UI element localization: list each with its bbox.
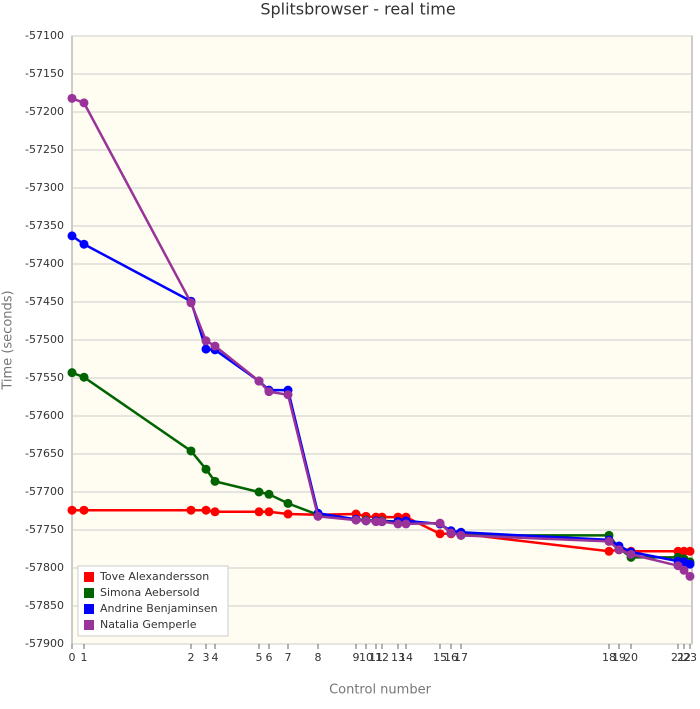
legend-swatch: [84, 620, 94, 630]
x-tick-label: 10: [359, 651, 373, 664]
x-tick-label: 6: [266, 651, 273, 664]
data-point: [201, 505, 211, 515]
data-point: [626, 549, 636, 559]
y-tick-label: -57250: [25, 143, 64, 156]
x-tick-label: 8: [315, 651, 322, 664]
legend-swatch: [84, 572, 94, 582]
data-point: [67, 505, 77, 515]
data-point: [186, 298, 196, 308]
legend-label: Andrine Benjaminsen: [100, 602, 218, 615]
legend-label: Simona Aebersold: [100, 586, 200, 599]
x-tick-label: 5: [256, 651, 263, 664]
x-tick-label: 7: [285, 651, 292, 664]
data-point: [67, 93, 77, 103]
data-point: [201, 464, 211, 474]
data-point: [67, 231, 77, 241]
data-point: [283, 498, 293, 508]
data-point: [79, 239, 89, 249]
legend-swatch: [84, 604, 94, 614]
y-tick-label: -57550: [25, 371, 64, 384]
data-point: [264, 387, 274, 397]
data-point: [201, 336, 211, 346]
x-tick-label: 14: [399, 651, 413, 664]
data-point: [604, 546, 614, 556]
y-tick-label: -57450: [25, 295, 64, 308]
data-point: [685, 546, 695, 556]
x-tick-label: 21: [671, 651, 685, 664]
y-tick-label: -57650: [25, 447, 64, 460]
y-tick-label: -57800: [25, 561, 64, 574]
data-point: [264, 489, 274, 499]
data-point: [614, 545, 624, 555]
x-tick-label: 0: [69, 651, 76, 664]
x-tick-label: 2: [188, 651, 195, 664]
data-point: [351, 515, 361, 525]
data-point: [210, 341, 220, 351]
data-point: [79, 372, 89, 382]
data-point: [361, 516, 371, 526]
data-point: [254, 487, 264, 497]
data-point: [79, 98, 89, 108]
data-point: [446, 528, 456, 538]
data-point: [604, 536, 614, 546]
x-tick-label: 13: [391, 651, 405, 664]
data-point: [254, 507, 264, 517]
x-tick-label: 23: [683, 651, 697, 664]
data-point: [679, 565, 689, 575]
data-point: [210, 476, 220, 486]
data-point: [377, 517, 387, 527]
data-point: [283, 390, 293, 400]
x-tick-label: 18: [602, 651, 616, 664]
x-tick-label: 11: [369, 651, 383, 664]
y-tick-label: -57150: [25, 67, 64, 80]
y-tick-label: -57300: [25, 181, 64, 194]
y-tick-label: -57700: [25, 485, 64, 498]
y-axis-label: Time (seconds): [1, 290, 16, 390]
y-tick-label: -57900: [25, 637, 64, 650]
x-tick-label: 19: [612, 651, 626, 664]
data-point: [186, 505, 196, 515]
y-tick-label: -57200: [25, 105, 64, 118]
x-tick-label: 16: [444, 651, 458, 664]
x-tick-label: 9: [353, 651, 360, 664]
y-tick-label: -57400: [25, 257, 64, 270]
data-point: [283, 509, 293, 519]
legend-swatch: [84, 588, 94, 598]
y-tick-label: -57600: [25, 409, 64, 422]
y-tick-label: -57500: [25, 333, 64, 346]
data-point: [685, 559, 695, 569]
legend-label: Natalia Gemperle: [100, 618, 197, 631]
data-point: [201, 344, 211, 354]
data-point: [685, 571, 695, 581]
data-point: [435, 529, 445, 539]
y-tick-label: -57750: [25, 523, 64, 536]
x-tick-label: 3: [203, 651, 210, 664]
x-tick-label: 1: [81, 651, 88, 664]
x-tick-label: 4: [212, 651, 219, 664]
x-tick-label: 15: [433, 651, 447, 664]
data-point: [254, 376, 264, 386]
data-point: [393, 519, 403, 529]
x-tick-label: 20: [624, 651, 638, 664]
data-point: [67, 368, 77, 378]
data-point: [435, 518, 445, 528]
data-point: [186, 446, 196, 456]
data-point: [313, 511, 323, 521]
x-axis-label: Control number: [329, 683, 432, 698]
x-tick-label: 17: [454, 651, 468, 664]
y-tick-label: -57350: [25, 219, 64, 232]
x-tick-label: 12: [375, 651, 389, 664]
y-tick-label: -57850: [25, 599, 64, 612]
legend-box: [77, 565, 229, 637]
data-point: [264, 507, 274, 517]
data-point: [210, 507, 220, 517]
y-tick-label: -57100: [25, 29, 64, 42]
x-tick-label: 22: [677, 651, 691, 664]
data-point: [456, 530, 466, 540]
chart-title: Splitsbrowser - real time: [260, 0, 455, 19]
legend-label: Tove Alexandersson: [99, 570, 209, 583]
data-point: [79, 505, 89, 515]
data-point: [401, 519, 411, 529]
